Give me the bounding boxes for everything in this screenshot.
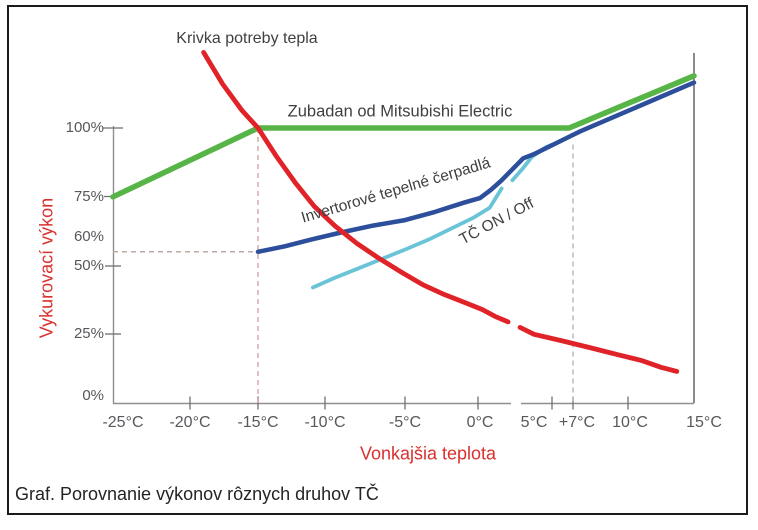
x-tick-label-m20: -20°C — [169, 414, 211, 431]
y-tick-label-0: 0% — [82, 387, 104, 404]
x-tick-label-m15: -15°C — [237, 414, 279, 431]
x-tick-label-m10: -10°C — [304, 414, 346, 431]
guide-dashed-lines — [113, 128, 574, 403]
x-tick-label-0: 0°C — [466, 414, 494, 431]
data-curves — [110, 50, 697, 374]
x-tick-label-10: 10°C — [612, 414, 648, 431]
y-tick-label-75: 75% — [73, 188, 104, 205]
x-axis-title: Vonkajšia teplota — [359, 443, 497, 464]
y-tick-label-60: 60% — [73, 228, 104, 245]
y-axis-title: Vykurovací výkon — [36, 197, 57, 339]
figure-border — [7, 5, 748, 515]
y-axis-ticks — [103, 127, 123, 335]
curve-label-zubadan: Zubadan od Mitsubishi Electric — [287, 102, 513, 121]
x-tick-label-5: 5°C — [520, 414, 548, 431]
y-tick-label-50: 50% — [73, 257, 104, 274]
y-tick-label-25: 25% — [73, 325, 104, 342]
x-axis-ticks — [189, 396, 629, 410]
x-tick-label-15: 15°C — [686, 414, 722, 431]
x-tick-label-m5: -5°C — [388, 414, 422, 431]
y-tick-label-100: 100% — [65, 119, 104, 136]
figure-caption: Graf. Porovnanie výkonov rôznych druhov … — [15, 484, 379, 504]
x-tick-label-m25: -25°C — [102, 414, 144, 431]
curve-label-heat-demand: Krivka potreby tepla — [176, 30, 318, 47]
x-tick-label-p7: +7°C — [558, 414, 596, 431]
